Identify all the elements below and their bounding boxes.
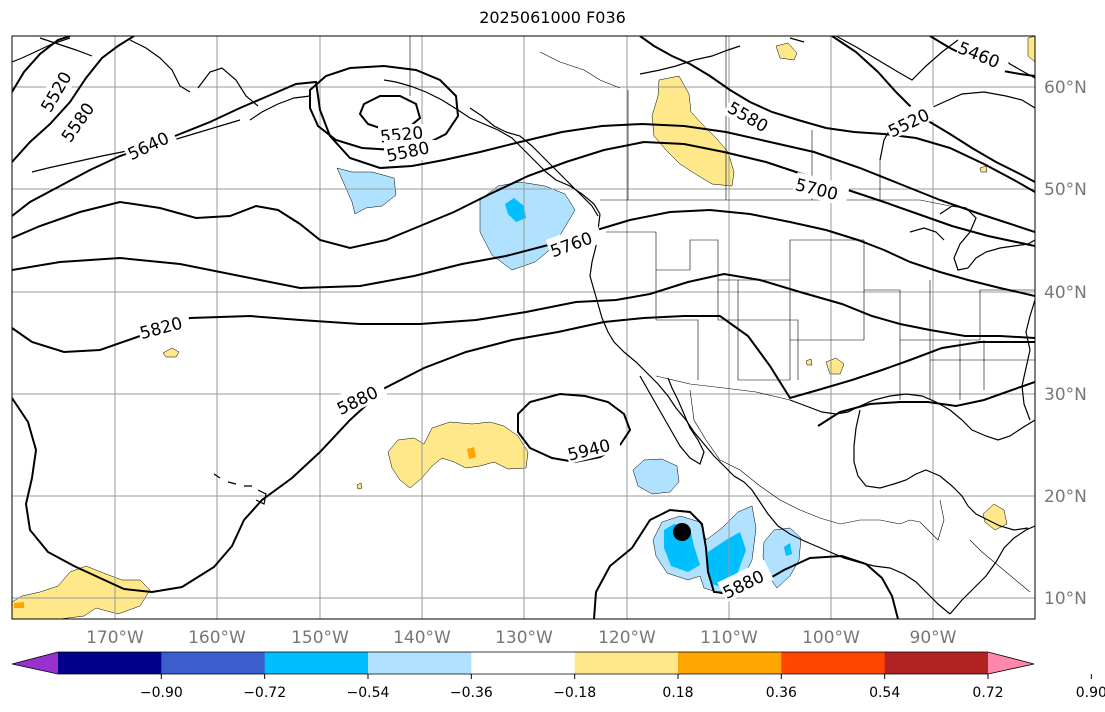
colorbar-outline: [11, 651, 1035, 675]
colorbar-bin: [678, 652, 782, 674]
bering-coast: [39, 37, 259, 107]
lat-label: 40°N: [1044, 283, 1087, 303]
map-title: 2025061000 F036: [479, 8, 626, 27]
contour-5580: [12, 36, 1035, 193]
colorbar-bin: [574, 652, 679, 674]
strong-negative-anomaly-patch: [505, 198, 526, 222]
positive-anomaly-patch: [651, 75, 735, 187]
longitude-labels: 170°W 160°W 150°W 140°W 130°W 120°W 110°…: [86, 628, 957, 648]
positive-anomaly-patch: [979, 165, 988, 173]
lat-label: 60°N: [1044, 78, 1087, 98]
map-frame: [11, 35, 1036, 620]
contour-5760: [12, 208, 1035, 297]
contour-5700: [12, 140, 1035, 250]
contour-5940: [517, 392, 632, 464]
baja-california: [639, 375, 705, 465]
colorbar-tick-label: 0.36: [766, 685, 797, 701]
colorbar-tick-label: 0.90: [1076, 685, 1105, 701]
positive-anomaly-patch: [12, 565, 151, 619]
colorbar-tick-label: 0.72: [972, 685, 1003, 701]
colorbar-bin: [58, 652, 162, 674]
storm-center-marker: [673, 523, 691, 541]
strong-negative-anomaly-patch: [664, 524, 700, 572]
contour-5880-east: [817, 381, 1035, 427]
coastlines: [12, 36, 1035, 615]
gulf-of-mexico-coast: [789, 393, 1035, 507]
colorbar-tick-label: −0.36: [450, 685, 493, 701]
contour-label: 5700: [793, 175, 840, 205]
contour-5520: [12, 36, 1035, 183]
colorbar-bin: [368, 652, 472, 674]
positive-anomaly-patch: [825, 357, 845, 375]
colorbar-bin: [161, 652, 266, 674]
lon-label: 170°W: [86, 628, 144, 648]
colorbar-tick-label: −0.54: [347, 685, 390, 701]
negative-anomaly-patch: [336, 167, 397, 215]
moderate-positive-anomaly-patch: [467, 447, 476, 459]
lat-label: 20°N: [1044, 487, 1087, 507]
colorbar-tick-label: −0.90: [140, 685, 183, 701]
negative-anomaly-patch: [632, 458, 680, 495]
strong-negative-anomaly-patch: [708, 532, 746, 588]
colorbar: −0.90 −0.72 −0.54 −0.36 −0.18 0.18 0.36 0.54 0.7…: [11, 651, 1105, 701]
alaska-south-coast: [12, 37, 601, 215]
lon-label: 130°W: [495, 628, 553, 648]
positive-anomaly-patch: [775, 42, 798, 61]
colorbar-tick-label: 0.54: [869, 685, 900, 701]
hawaii-islands: [213, 473, 267, 505]
great-lakes: [909, 205, 1035, 271]
lon-label: 100°W: [802, 628, 860, 648]
lon-label: 160°W: [188, 628, 246, 648]
lon-label: 150°W: [291, 628, 349, 648]
east-coast: [1021, 299, 1035, 421]
latitude-labels: 10°N 20°N 30°N 40°N 50°N 60°N: [1044, 78, 1087, 609]
political-borders: [409, 36, 1035, 593]
positive-anomaly-patch: [982, 503, 1008, 531]
colorbar-bins: [58, 652, 989, 674]
lon-label: 140°W: [393, 628, 451, 648]
positive-anomaly-patch: [356, 482, 363, 490]
colorbar-tick-label: −0.72: [243, 685, 286, 701]
alaska-panhandle: [469, 107, 599, 217]
height-contours: [12, 36, 1035, 619]
moderate-positive-anomaly-patch: [14, 602, 24, 608]
colorbar-bin: [264, 652, 369, 674]
lon-label: 90°W: [910, 628, 957, 648]
positive-anomaly-patch: [805, 358, 813, 366]
strong-negative-anomaly-patch: [784, 543, 792, 556]
positive-anomaly-patch: [1027, 36, 1035, 63]
contour-5880-south: [593, 508, 899, 619]
contour-label: 5820: [138, 314, 185, 345]
central-america-coast: [949, 505, 1035, 615]
contour-label: 5940: [566, 436, 613, 466]
lon-label: 120°W: [598, 628, 656, 648]
colorbar-overflow-arrow: [988, 652, 1034, 674]
colorbar-tick-label: −0.18: [553, 685, 596, 701]
positive-anomaly-patch: [387, 421, 529, 489]
colorbar-bin: [884, 652, 989, 674]
positive-anomaly-patch: [162, 347, 180, 358]
colorbar-ticks: −0.90 −0.72 −0.54 −0.36 −0.18 0.18 0.36 0.54 0.7…: [140, 674, 1105, 701]
lat-label: 50°N: [1044, 180, 1087, 200]
lon-label: 110°W: [700, 628, 758, 648]
colorbar-underflow-arrow: [12, 652, 58, 674]
canada-arctic-coast: [639, 36, 1035, 81]
lat-label: 10°N: [1044, 589, 1087, 609]
colorbar-bin: [781, 652, 886, 674]
lat-label: 30°N: [1044, 385, 1087, 405]
colorbar-tick-label: 0.18: [662, 685, 693, 701]
colorbar-bin: [471, 652, 576, 674]
